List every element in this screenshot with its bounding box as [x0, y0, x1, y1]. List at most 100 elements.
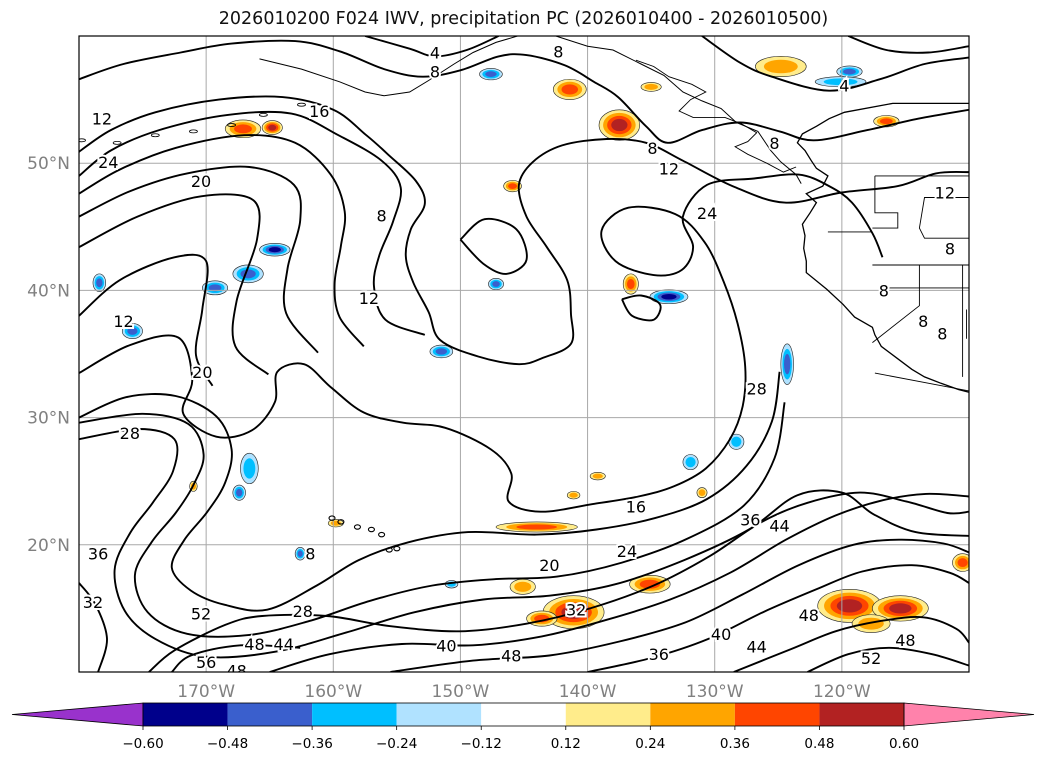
precip-band [644, 83, 658, 90]
precip-cell [503, 180, 522, 193]
lat-tick-label: 40°N [27, 281, 70, 301]
precip-cell [259, 243, 291, 257]
political-border [872, 175, 899, 229]
precip-cell [682, 454, 699, 471]
colorbar-tick-label: −0.48 [207, 736, 248, 752]
iwv-contour-label: 28 [293, 602, 313, 621]
precip-band [234, 124, 252, 134]
hawaii-island [367, 526, 375, 533]
iwv-contour-label: 56 [196, 653, 216, 672]
precip-band [661, 293, 677, 300]
iwv-contour-label: 12 [113, 312, 133, 331]
precip-band [516, 524, 558, 530]
precip-band [823, 78, 858, 86]
iwv-contour-label: 20 [191, 172, 211, 191]
iwv-contour-line [79, 165, 319, 354]
iwv-contour-label: 44 [274, 635, 294, 654]
precip-band [685, 457, 696, 468]
colorbar-extend-low [11, 702, 144, 727]
iwv-contour-label: 8 [937, 325, 947, 344]
iwv-contour-label: 8 [945, 239, 955, 258]
precipitation-layer [92, 56, 969, 633]
iwv-contour-label: 52 [191, 604, 211, 623]
precip-band [485, 71, 497, 78]
colorbar-tick-label: 0.36 [720, 736, 750, 752]
precip-cell [495, 521, 578, 533]
colorbar-tick-label: −0.12 [461, 736, 502, 752]
precip-band [508, 183, 518, 189]
iwv-contour-line [459, 217, 528, 275]
precip-cell [649, 289, 689, 305]
precip-cell [488, 278, 504, 291]
aleutian-island [150, 133, 160, 138]
precip-cell [479, 68, 503, 81]
precip-band [731, 436, 742, 447]
colorbar: −0.60 −0.48 −0.36 −0.24 −0.12 0.12 0.24 0.36 0.4… [11, 702, 1035, 752]
iwv-contour-label: 12 [659, 159, 679, 178]
iwv-contour-label: 36 [88, 545, 108, 564]
iwv-contour-line [79, 402, 786, 638]
longitude-labels: 170°W 160°W 150°W 140°W 130°W 120°W [177, 682, 871, 702]
iwv-contour-label: 48 [226, 662, 246, 681]
iwv-contour-label: 28 [120, 424, 140, 443]
precip-cell [261, 120, 283, 135]
gridlines [79, 36, 969, 672]
precip-cell [872, 595, 929, 622]
iwv-contour-label: 8 [430, 63, 440, 82]
iwv-contour-label: 28 [746, 379, 766, 398]
iwv-contour-line [733, 616, 969, 672]
iwv-contour-line [79, 253, 214, 387]
precip-band [268, 124, 277, 131]
iwv-contour-line [79, 371, 781, 612]
iwv-contour-label: 24 [98, 153, 118, 172]
colorbar-swatch [396, 703, 482, 726]
iwv-contour-line [807, 646, 969, 672]
iwv-contour-line [621, 294, 662, 322]
iwv-contour-label: 4 [430, 44, 440, 63]
colorbar-tick-label: 0.60 [889, 736, 919, 752]
hawaii-island [337, 519, 345, 525]
iwv-contour-line [587, 564, 969, 672]
lon-tick-label: 160°W [304, 682, 362, 702]
precip-cell [429, 344, 454, 359]
precip-cell [121, 323, 143, 340]
iwv-contour-line [269, 492, 969, 672]
iwv-contour-label: 8 [769, 134, 779, 153]
precip-cell [509, 578, 536, 595]
iwv-contour-line [79, 428, 969, 659]
lon-tick-label: 150°W [432, 682, 490, 702]
alaska-coastline [259, 36, 802, 184]
iwv-contour-line [79, 173, 884, 513]
iwv-contours [79, 36, 969, 672]
colorbar-swatch [481, 703, 566, 726]
north-america-coastline [796, 102, 969, 393]
iwv-contour-label: 8 [553, 42, 563, 61]
iwv-contour-line [79, 193, 270, 376]
lon-tick-label: 130°W [686, 682, 744, 702]
precip-band [611, 118, 628, 132]
precip-band [784, 354, 791, 375]
precip-band [639, 579, 661, 589]
aleutian-island [112, 140, 122, 145]
precip-cell [780, 343, 794, 385]
colorbar-extend-high [903, 702, 1035, 727]
political-border [874, 372, 969, 392]
precip-band [236, 488, 243, 497]
precip-band [268, 247, 281, 253]
iwv-contour-label: 48 [244, 635, 264, 654]
precip-band [880, 118, 893, 125]
iwv-contour-label: 16 [309, 102, 329, 121]
precip-cell [589, 471, 606, 481]
iwv-contour-line [79, 134, 365, 348]
precip-band [330, 520, 341, 526]
precip-cell [552, 78, 587, 100]
precip-cell [851, 614, 891, 633]
iwv-contour-label: 48 [799, 606, 819, 625]
lat-tick-label: 20°N [27, 536, 70, 556]
precip-cell [696, 487, 708, 499]
iwv-contour-label: 32 [83, 593, 103, 612]
precip-cell [640, 82, 662, 92]
colorbar-swatch [734, 703, 820, 726]
colorbar-swatch [227, 703, 313, 726]
